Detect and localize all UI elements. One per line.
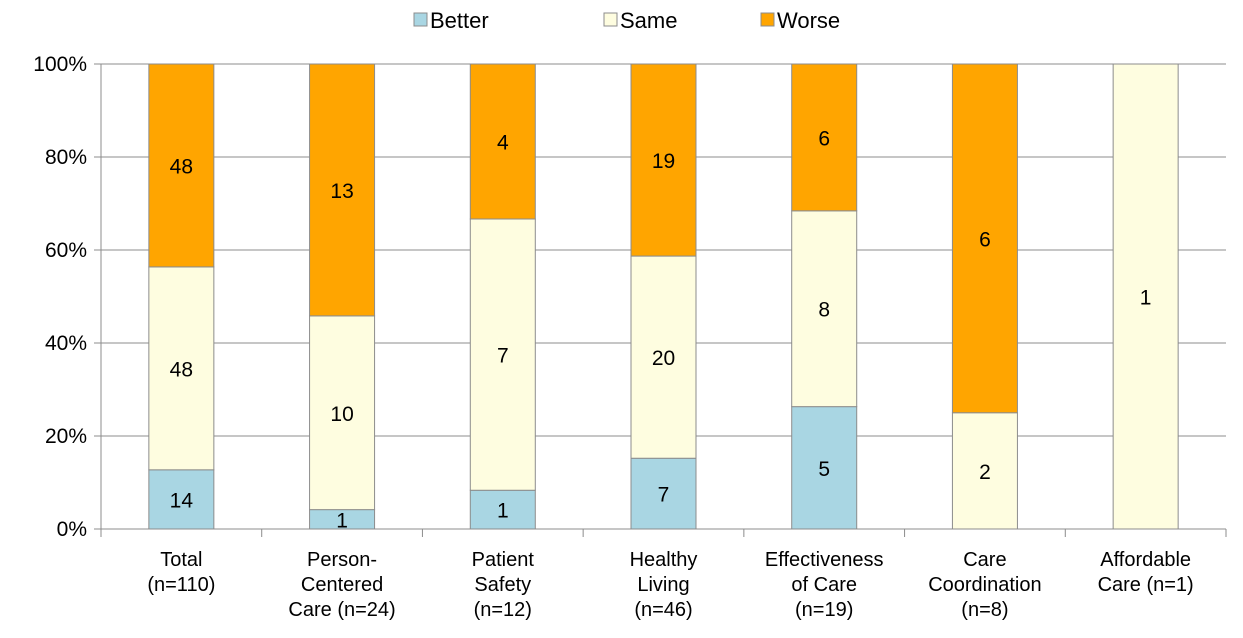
category-label-line: Care — [963, 549, 1006, 571]
category-label-line: (n=19) — [795, 599, 853, 621]
y-tick-label: 60% — [45, 239, 87, 262]
category-label-line: Patient — [472, 549, 535, 571]
category-label-line: Affordable — [1100, 549, 1191, 571]
y-axis: 0% 20% 40% 60% 80% 100% — [33, 53, 102, 541]
data-label-worse: 19 — [652, 150, 675, 173]
category-label-line: Healthy — [630, 549, 698, 571]
data-label-worse: 4 — [497, 132, 509, 155]
bar-segment-same — [630, 255, 697, 459]
category-label: Healthy Living (n=46) — [630, 549, 698, 621]
x-axis: Total (n=110) Person- Centered Care (n=24) Pa… — [100, 528, 1227, 621]
data-label-worse: 48 — [170, 155, 193, 178]
legend-label-better: Better — [430, 8, 489, 33]
category-label-line: Safety — [474, 574, 531, 596]
data-label-better: 1 — [497, 500, 509, 523]
legend-swatch-same — [603, 12, 618, 27]
category-label-line: of Care — [791, 574, 857, 596]
data-label-worse: 6 — [818, 127, 830, 150]
category-label: Patient Safety (n=12) — [472, 549, 535, 621]
bar-segment-same — [951, 412, 1018, 530]
bar-segment-same — [469, 218, 536, 491]
data-label-better: 1 — [336, 509, 348, 532]
y-tick-label: 40% — [45, 332, 87, 355]
data-label-same: 2 — [979, 461, 991, 484]
data-label-same: 10 — [330, 403, 353, 426]
bar-segment-better — [791, 406, 858, 530]
data-label-same: 7 — [497, 345, 509, 368]
category-label-line: Coordination — [928, 574, 1041, 596]
data-label-better: 5 — [818, 458, 830, 481]
bar-segment-worse — [951, 63, 1018, 414]
category-label-line: (n=12) — [474, 599, 532, 621]
data-label-same: 20 — [652, 347, 675, 370]
y-tick-label: 0% — [57, 518, 87, 541]
data-label-same: 8 — [818, 299, 830, 322]
category-label-line: Total — [160, 549, 202, 571]
category-label: Effectiveness of Care (n=19) — [765, 549, 884, 621]
bar-segment-worse — [630, 63, 697, 257]
bar-segment-worse — [791, 63, 858, 212]
bar-segment-worse — [469, 63, 536, 220]
data-label-same: 1 — [1140, 287, 1152, 310]
legend-label-same: Same — [620, 8, 677, 33]
category-label-line: (n=46) — [634, 599, 692, 621]
category-label-line: Care (n=24) — [288, 599, 395, 621]
category-label-line: (n=8) — [961, 599, 1008, 621]
category-label: Total (n=110) — [147, 549, 215, 596]
legend: Better Same Worse — [413, 8, 840, 33]
data-label-same: 48 — [170, 358, 193, 381]
bar-segment-same — [309, 315, 376, 511]
category-label-line: Living — [637, 574, 689, 596]
category-label-line: Effectiveness — [765, 549, 884, 571]
bar-segment-same — [1112, 63, 1179, 530]
bar-segment-same — [791, 210, 858, 408]
y-tick-label: 80% — [45, 146, 87, 169]
category-label-line: Person- — [307, 549, 377, 571]
bar-segment-worse — [309, 63, 376, 317]
category-label: Care Coordination (n=8) — [928, 549, 1041, 621]
category-label-line: (n=110) — [147, 574, 215, 596]
bar-segment-better — [148, 469, 215, 530]
legend-label-worse: Worse — [777, 8, 840, 33]
data-label-better: 14 — [170, 489, 194, 512]
data-label-better: 7 — [658, 484, 670, 507]
legend-swatch-worse — [760, 12, 775, 27]
category-label-line: Centered — [301, 574, 383, 596]
category-label-line: Care (n=1) — [1098, 574, 1194, 596]
bars: 14 48 48 1 10 13 1 7 4 7 20 19 5 8 6 2 6 1 — [148, 63, 1179, 532]
bar-segment-same — [148, 266, 215, 471]
bar-segment-better — [630, 457, 697, 530]
y-tick-label: 20% — [45, 425, 87, 448]
category-label: Person- Centered Care (n=24) — [288, 549, 395, 621]
legend-swatch-better — [413, 12, 428, 27]
category-label: Affordable Care (n=1) — [1098, 549, 1194, 596]
data-label-worse: 13 — [330, 180, 353, 203]
bar-segment-worse — [148, 63, 215, 268]
y-tick-label: 100% — [33, 53, 87, 76]
data-label-worse: 6 — [979, 228, 991, 251]
